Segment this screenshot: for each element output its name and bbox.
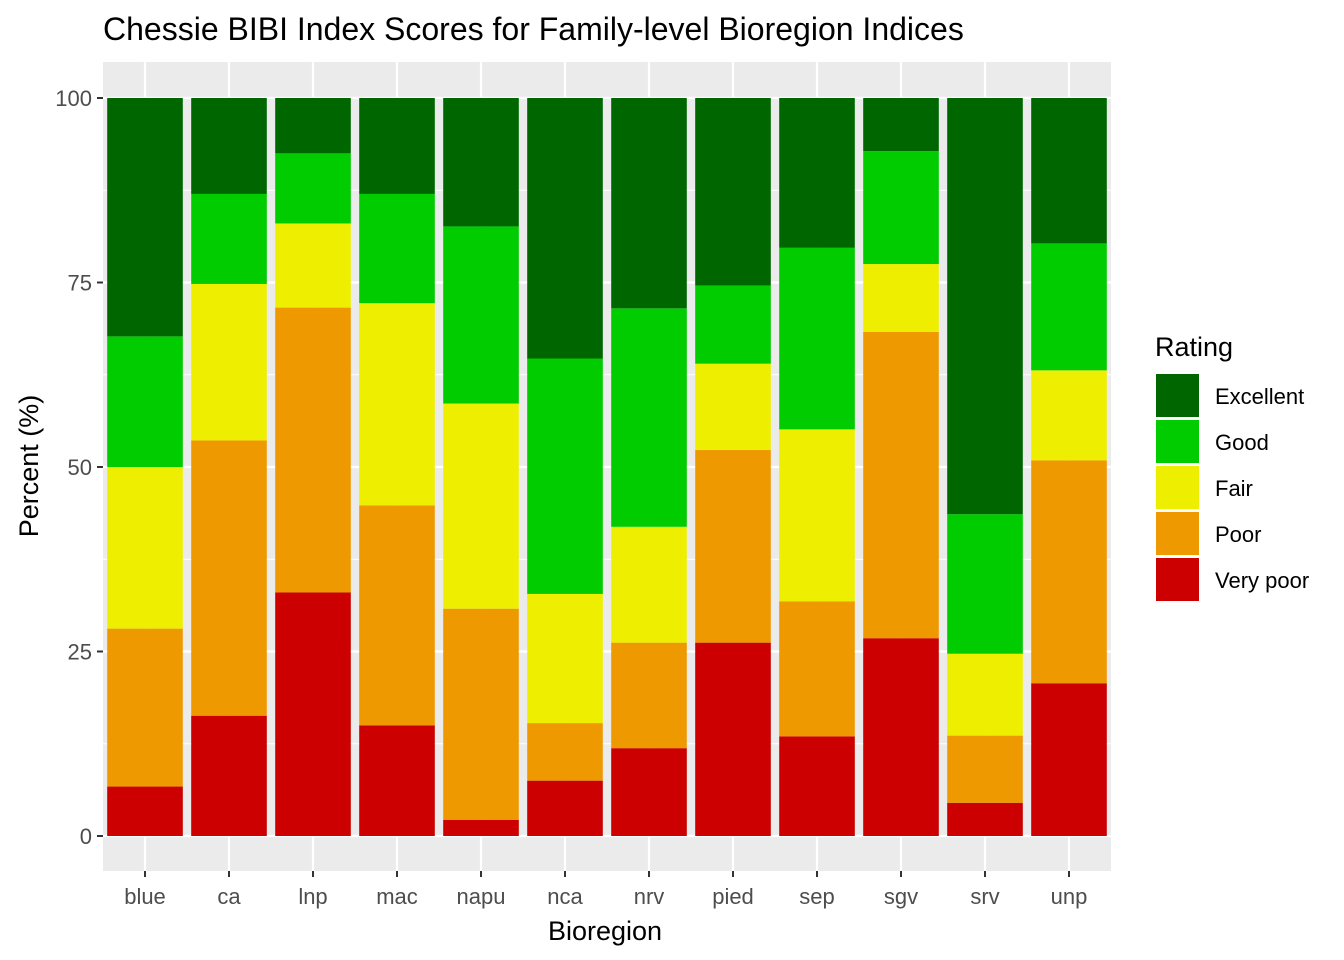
x-tick-label-lnp: lnp	[298, 884, 327, 909]
bar-blue-good	[107, 336, 183, 467]
x-tick-label-nrv: nrv	[634, 884, 665, 909]
bar-ca-fair	[191, 283, 267, 441]
bar-sgv-excellent	[863, 98, 939, 152]
x-tick-label-napu: napu	[457, 884, 506, 909]
bar-pied-fair	[695, 363, 771, 451]
bar-sgv-very-poor	[863, 638, 939, 836]
bar-sep-good	[779, 247, 855, 430]
bar-mac-fair	[359, 303, 435, 506]
bar-mac-poor	[359, 505, 435, 726]
bar-sep-excellent	[779, 98, 855, 248]
y-tick-label: 100	[55, 86, 92, 111]
legend-label: Good	[1215, 430, 1269, 455]
x-axis: blue ca lnp mac napu nca nrv pied sep sgv srv unp	[124, 871, 1087, 909]
bar-pied-poor	[695, 450, 771, 643]
bar-blue-fair	[107, 467, 183, 629]
bar-srv-very-poor	[947, 802, 1023, 836]
bar-srv-fair	[947, 653, 1023, 736]
bar-srv-excellent	[947, 98, 1023, 515]
bar-napu-excellent	[443, 98, 519, 227]
bar-unp-good	[1031, 243, 1107, 371]
bar-blue-poor	[107, 628, 183, 787]
x-tick-label-mac: mac	[376, 884, 418, 909]
y-tick-label: 50	[68, 455, 92, 480]
chart-title: Chessie BIBI Index Scores for Family-lev…	[103, 11, 964, 47]
legend-label: Excellent	[1215, 384, 1304, 409]
y-axis-title: Percent (%)	[14, 395, 44, 538]
x-tick-label-ca: ca	[217, 884, 241, 909]
bar-napu-fair	[443, 403, 519, 609]
x-tick-label-nca: nca	[547, 884, 583, 909]
legend-key-excellent	[1156, 374, 1199, 417]
bar-unp-excellent	[1031, 98, 1107, 244]
bar-sgv-poor	[863, 331, 939, 639]
bar-lnp-good	[275, 153, 351, 224]
bar-nrv-good	[611, 308, 687, 527]
bar-pied-excellent	[695, 98, 771, 286]
legend-key-poor	[1156, 512, 1199, 555]
bar-srv-good	[947, 514, 1023, 654]
bar-nca-good	[527, 358, 603, 594]
bar-lnp-fair	[275, 223, 351, 308]
bar-ca-good	[191, 193, 267, 284]
bar-unp-fair	[1031, 370, 1107, 461]
bar-sgv-fair	[863, 264, 939, 332]
bar-sep-poor	[779, 601, 855, 737]
bar-mac-good	[359, 193, 435, 304]
x-tick-label-sep: sep	[799, 884, 834, 909]
x-tick-label-blue: blue	[124, 884, 166, 909]
bar-ca-poor	[191, 440, 267, 716]
bar-sgv-good	[863, 151, 939, 265]
bar-sep-fair	[779, 429, 855, 602]
legend-key-fair	[1156, 466, 1199, 509]
bars	[107, 98, 1107, 836]
legend-label: Very poor	[1215, 568, 1309, 593]
bar-pied-good	[695, 285, 771, 364]
legend: Rating Excellent Good Fair Poor Very poor	[1155, 332, 1309, 601]
bar-mac-very-poor	[359, 725, 435, 836]
x-axis-title: Bioregion	[548, 916, 662, 946]
y-axis: 0 25 50 75 100	[55, 86, 103, 849]
bar-lnp-excellent	[275, 98, 351, 154]
bar-lnp-poor	[275, 307, 351, 593]
legend-key-very-poor	[1156, 558, 1199, 601]
bar-nca-excellent	[527, 98, 603, 359]
y-tick-label: 75	[68, 271, 92, 296]
y-tick-label: 25	[68, 640, 92, 665]
bar-ca-excellent	[191, 98, 267, 194]
x-tick-label-pied: pied	[712, 884, 754, 909]
bar-pied-very-poor	[695, 642, 771, 836]
bar-napu-good	[443, 226, 519, 404]
bar-lnp-very-poor	[275, 592, 351, 836]
legend-label: Poor	[1215, 522, 1261, 547]
bar-blue-excellent	[107, 98, 183, 337]
bar-napu-poor	[443, 608, 519, 820]
bar-sep-very-poor	[779, 736, 855, 836]
x-tick-label-srv: srv	[970, 884, 999, 909]
x-tick-label-sgv: sgv	[884, 884, 918, 909]
bar-nrv-excellent	[611, 98, 687, 309]
bar-nrv-fair	[611, 526, 687, 643]
bar-srv-poor	[947, 735, 1023, 803]
x-tick-label-unp: unp	[1051, 884, 1088, 909]
bar-napu-very-poor	[443, 819, 519, 836]
bar-mac-excellent	[359, 98, 435, 194]
bar-nrv-poor	[611, 642, 687, 749]
y-tick-label: 0	[80, 824, 92, 849]
bar-blue-very-poor	[107, 786, 183, 836]
bar-nrv-very-poor	[611, 748, 687, 836]
bar-unp-poor	[1031, 460, 1107, 684]
legend-label: Fair	[1215, 476, 1253, 501]
bar-nca-poor	[527, 723, 603, 781]
legend-key-good	[1156, 420, 1199, 463]
bar-ca-very-poor	[191, 715, 267, 836]
bar-unp-very-poor	[1031, 683, 1107, 836]
legend-title: Rating	[1155, 332, 1233, 362]
bar-nca-fair	[527, 593, 603, 724]
bar-nca-very-poor	[527, 780, 603, 836]
